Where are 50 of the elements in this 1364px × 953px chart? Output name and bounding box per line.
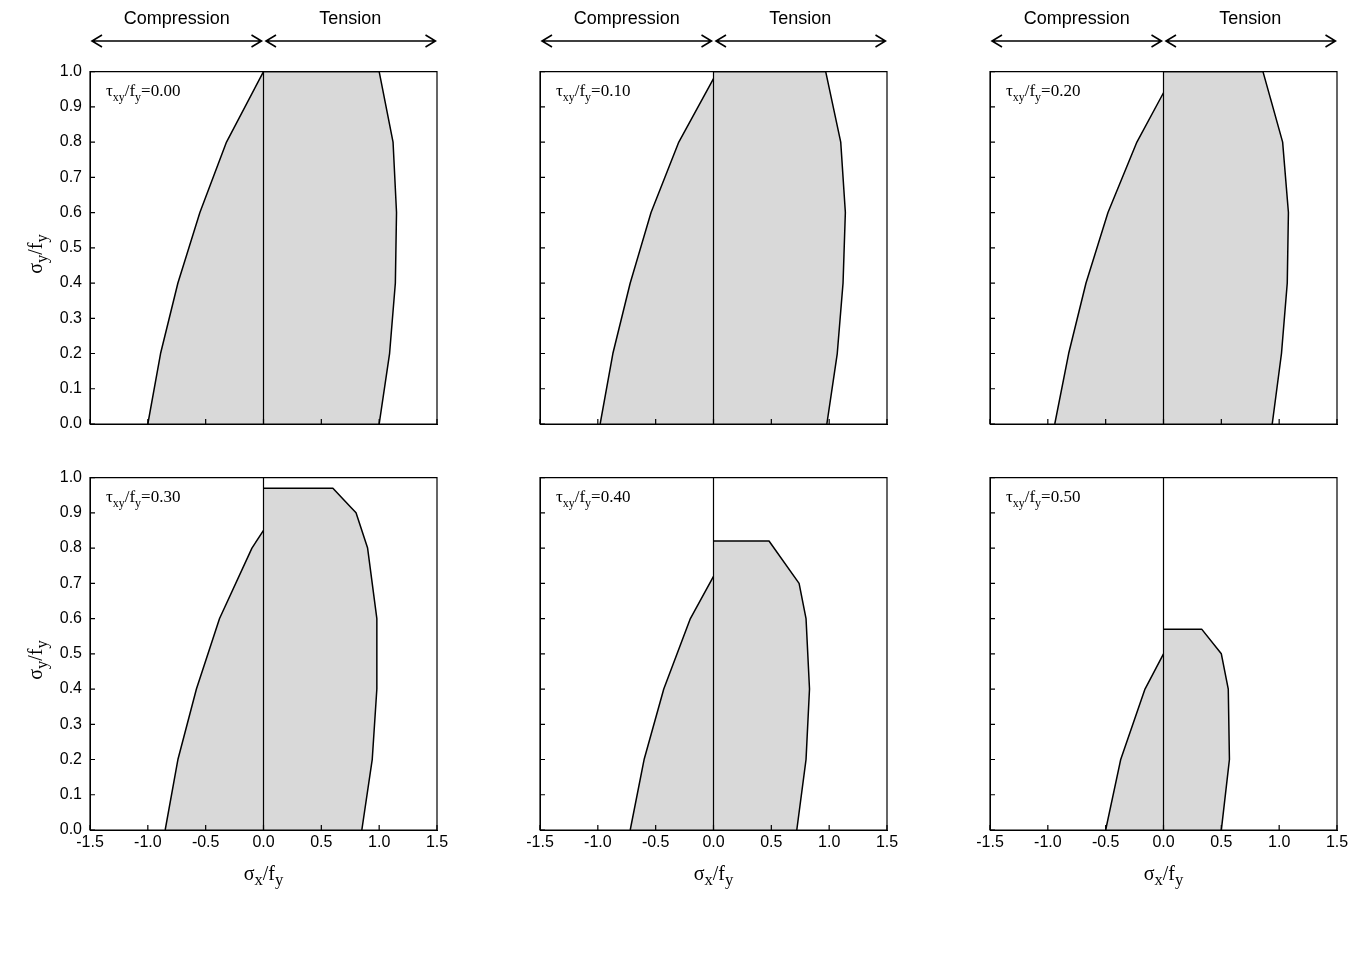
y-tick-label: 0.2 bbox=[59, 343, 83, 361]
y-tick-label: 0.7 bbox=[59, 573, 83, 591]
text: Compression bbox=[122, 8, 231, 29]
y-tick-label: 0.8 bbox=[59, 538, 83, 556]
x-tick-label: 0.5 bbox=[310, 833, 333, 851]
x-tick-label: 0.0 bbox=[702, 833, 725, 851]
x-tick-label: 0.5 bbox=[760, 833, 783, 851]
y-tick-label: 0.1 bbox=[59, 379, 83, 397]
text: Tension bbox=[768, 8, 833, 29]
y-tick-label: 0.6 bbox=[59, 202, 83, 220]
x-tick-label: 1.5 bbox=[875, 833, 899, 851]
x-tick-label: 0.0 bbox=[252, 833, 275, 851]
y-tick-label: 0.5 bbox=[59, 644, 83, 662]
x-tick-label: 1.0 bbox=[818, 833, 841, 851]
text: Compression bbox=[572, 8, 681, 29]
y-tick-label: 0.5 bbox=[59, 238, 83, 256]
text: Compression bbox=[1022, 8, 1131, 29]
y-tick-label: 0.3 bbox=[59, 308, 83, 326]
y-tick-label: 0.4 bbox=[59, 679, 83, 697]
y-tick-label: 0.3 bbox=[59, 714, 83, 732]
y-tick-label: 0.1 bbox=[59, 785, 83, 803]
x-tick-label: -0.5 bbox=[191, 833, 220, 851]
x-tick-label: 1.0 bbox=[1268, 833, 1291, 851]
x-tick-label: 0.0 bbox=[1152, 833, 1175, 851]
text: Tension bbox=[1218, 8, 1283, 29]
x-tick-label: -1.5 bbox=[976, 833, 1004, 851]
x-tick-label: -1.0 bbox=[584, 833, 612, 851]
x-tick-label: 1.0 bbox=[368, 833, 391, 851]
y-tick-label: 0.4 bbox=[59, 273, 83, 291]
x-axis-title: σ$_{x}$/f$_{y}$ bbox=[692, 862, 735, 890]
x-axis-title: σ$_{x}$/f$_{y}$ bbox=[242, 862, 285, 890]
y-tick-label: 1.0 bbox=[59, 468, 83, 486]
text: Tension bbox=[318, 8, 383, 29]
x-tick-label: 1.5 bbox=[425, 833, 449, 851]
x-tick-label: -0.5 bbox=[641, 833, 670, 851]
x-tick-label: -0.5 bbox=[1091, 833, 1120, 851]
x-tick-label: -1.0 bbox=[1034, 833, 1062, 851]
y-tick-label: 0.7 bbox=[59, 167, 83, 185]
y-tick-label: 0.0 bbox=[59, 414, 83, 432]
x-tick-label: -1.0 bbox=[134, 833, 162, 851]
y-tick-label: 0.9 bbox=[59, 97, 83, 115]
y-tick-label: 0.8 bbox=[59, 132, 83, 150]
y-tick-label: 1.0 bbox=[59, 62, 83, 80]
y-tick-label: 0.2 bbox=[59, 749, 83, 767]
x-tick-label: -1.5 bbox=[526, 833, 554, 851]
x-tick-label: 1.5 bbox=[1325, 833, 1349, 851]
y-tick-label: 0.6 bbox=[59, 608, 83, 626]
y-tick-label: 0.9 bbox=[59, 503, 83, 521]
x-axis-title: σ$_{x}$/f$_{y}$ bbox=[1142, 862, 1185, 890]
x-tick-label: 0.5 bbox=[1210, 833, 1233, 851]
